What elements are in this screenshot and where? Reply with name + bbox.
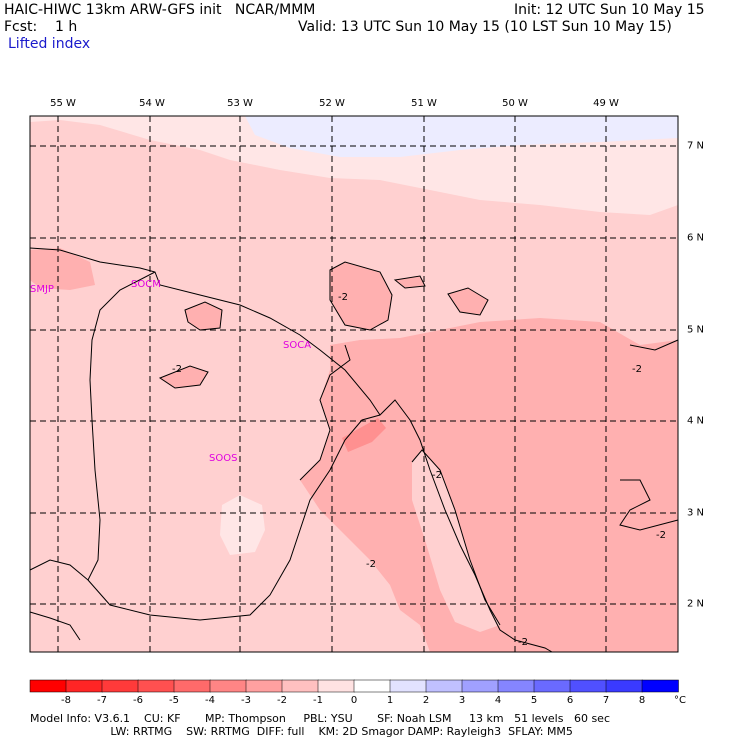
lon-label: 54 W <box>139 98 165 109</box>
medium-blob-2 <box>30 248 95 290</box>
medium-blob-4 <box>160 366 208 388</box>
medium-blob-3 <box>185 302 222 330</box>
colorbar-tick-label: 4 <box>494 695 502 706</box>
station-label: SOCM <box>131 279 161 290</box>
init-time: Init: 12 UTC Sun 10 May 15 <box>514 2 705 18</box>
lon-label: 50 W <box>502 98 528 109</box>
contour-label: -2 <box>518 637 528 648</box>
colorbar-tick-label: 8 <box>638 695 646 706</box>
contour-label: -2 <box>656 530 666 541</box>
colorbar-swatch <box>425 679 463 693</box>
colorbar-tick-label: -5 <box>169 695 179 706</box>
colorbar-swatch <box>245 679 283 693</box>
dark-patch <box>342 418 386 452</box>
colorbar-swatch <box>569 679 607 693</box>
very-light-patch <box>220 495 265 555</box>
colorbar-swatch <box>353 679 391 693</box>
contour-label: -2 <box>172 364 182 375</box>
blue-strip <box>245 116 678 157</box>
station-label: SOOS <box>209 453 238 464</box>
colorbar-swatch <box>605 679 643 693</box>
colorbar-tick-label: -2 <box>277 695 287 706</box>
colorbar-swatch <box>641 679 679 693</box>
colorbar-tick-label: -4 <box>205 695 215 706</box>
contour-label-group: -2 -2 -2 -2 -2 -2 -2 <box>172 292 666 648</box>
colorbar-swatch <box>29 679 67 693</box>
medium-blob-1 <box>330 262 392 330</box>
lat-lon-grid <box>30 116 678 652</box>
colorbar-tick-label: -3 <box>241 695 251 706</box>
plot-title: HAIC-HIWC 13km ARW-GFS init NCAR/MMM <box>4 2 316 18</box>
medium-region-east <box>300 318 678 652</box>
contour-label: -2 <box>432 470 442 481</box>
colorbar-swatch <box>317 679 355 693</box>
colorbar-swatch <box>65 679 103 693</box>
coastlines <box>29 247 679 653</box>
lat-label: 6 N <box>687 232 705 244</box>
colorbar-tick-label: -1 <box>313 695 323 706</box>
contour-label: -2 <box>632 364 642 375</box>
lat-label: 7 N <box>687 140 705 152</box>
light-patch-east <box>412 450 500 632</box>
colorbar-tick-label: 5 <box>530 695 538 706</box>
valid-time: Valid: 13 UTC Sun 10 May 15 (10 LST Sun … <box>298 19 672 35</box>
colorbar-swatch <box>137 679 175 693</box>
contour-label: -2 <box>366 559 376 570</box>
lon-label: 51 W <box>411 98 437 109</box>
lon-label: 53 W <box>227 98 253 109</box>
colorbar-tick-label: -7 <box>97 695 107 706</box>
colorbar-swatch <box>389 679 427 693</box>
model-info-line1: Model Info: V3.6.1 CU: KF MP: Thompson P… <box>30 712 610 725</box>
colorbar-swatch <box>209 679 247 693</box>
lat-label: 5 N <box>687 324 705 336</box>
station-label: SMJP <box>30 284 54 295</box>
colorbar-swatch <box>101 679 139 693</box>
field-name: Lifted index <box>8 36 91 52</box>
colorbar-swatch <box>173 679 211 693</box>
lon-label: 55 W <box>50 98 76 109</box>
colorbar-tick-label: -8 <box>61 695 71 706</box>
lat-label: 4 N <box>687 415 705 427</box>
model-info-line2: LW: RRTMG SW: RRTMG DIFF: full KM: 2D Sm… <box>30 725 573 738</box>
colorbar-tick-label: 6 <box>566 695 574 706</box>
lat-label: 2 N <box>687 598 705 610</box>
forecast-hour: Fcst: 1 h <box>4 19 78 35</box>
colorbar-unit: °C <box>674 695 686 706</box>
station-label: SOCA <box>283 340 312 351</box>
colorbar-swatch <box>461 679 499 693</box>
colorbar-tick-label: 0 <box>350 695 358 706</box>
colorbar-tick-label: 3 <box>458 695 466 706</box>
lon-label: 52 W <box>319 98 345 109</box>
contour-label: -2 <box>338 292 348 303</box>
lon-label: 49 W <box>593 98 619 109</box>
colorbar <box>29 679 679 693</box>
colorbar-swatch <box>281 679 319 693</box>
map-frame <box>29 115 679 653</box>
colorbar-tick-label: 1 <box>386 695 394 706</box>
colorbar-swatch <box>533 679 571 693</box>
lat-label: 3 N <box>687 507 705 519</box>
colorbar-tick-label: 7 <box>602 695 610 706</box>
colorbar-tick-label: -6 <box>133 695 143 706</box>
colorbar-swatch <box>497 679 535 693</box>
colorbar-tick-label: 2 <box>422 695 430 706</box>
